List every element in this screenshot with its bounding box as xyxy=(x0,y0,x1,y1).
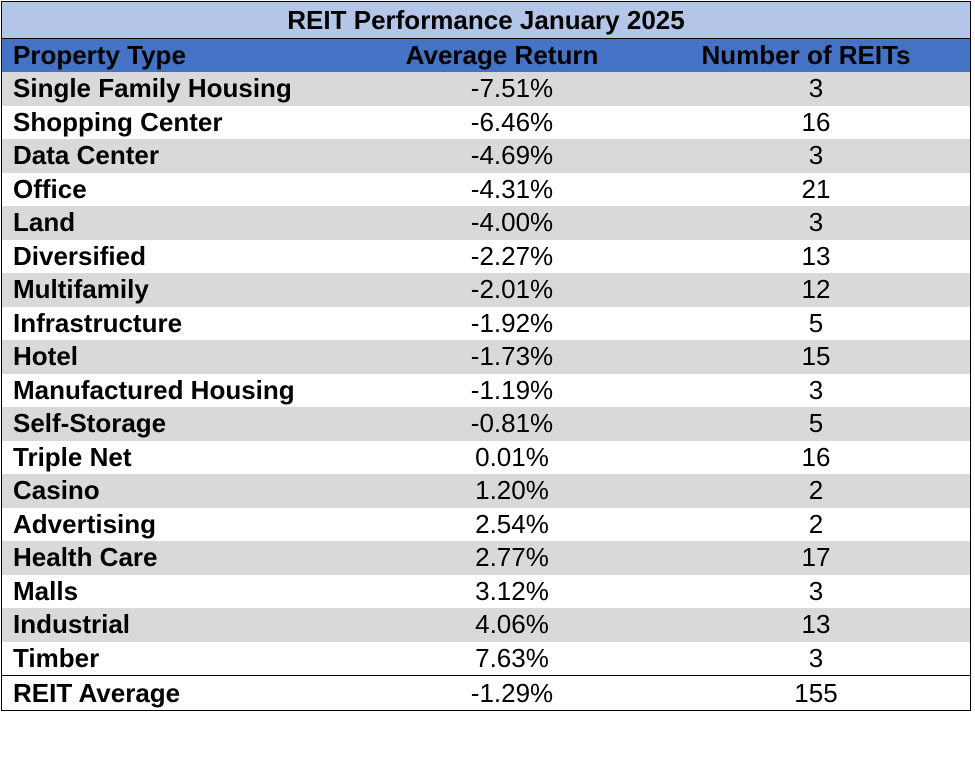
table-row: Health Care 2.77% 17 xyxy=(2,541,970,575)
number-of-reits-cell: 13 xyxy=(801,609,831,640)
property-type-cell: Industrial xyxy=(13,609,131,640)
table-row: Casino 1.20% 2 xyxy=(2,474,970,508)
property-type-cell: Health Care xyxy=(13,542,158,573)
property-type-cell: Malls xyxy=(13,575,79,606)
table-row: Land -4.00% 3 xyxy=(2,206,970,240)
property-type-cell: Advertising xyxy=(13,508,157,539)
header-row: Property Type Average Return Number of R… xyxy=(2,39,970,72)
property-type-cell: Timber xyxy=(13,642,100,673)
average-return-cell: 3.12% xyxy=(475,575,549,606)
table-row: Multifamily -2.01% 12 xyxy=(2,273,970,307)
table-body: Single Family Housing -7.51% 3 Shopping Cen… xyxy=(2,72,970,675)
table-row: Advertising 2.54% 2 xyxy=(2,508,970,542)
table-row: Office -4.31% 21 xyxy=(2,173,970,207)
table-row: Malls 3.12% 3 xyxy=(2,575,970,609)
total-average-return: -1.29% xyxy=(470,677,554,708)
number-of-reits-cell: 3 xyxy=(808,374,824,405)
property-type-cell: Casino xyxy=(13,475,100,506)
table-row: Single Family Housing -7.51% 3 xyxy=(2,72,970,106)
number-of-reits-cell: 3 xyxy=(808,140,824,171)
number-of-reits-cell: 2 xyxy=(808,475,824,506)
property-type-cell: Diversified xyxy=(13,240,146,271)
number-of-reits-cell: 13 xyxy=(801,240,831,271)
number-of-reits-cell: 5 xyxy=(808,408,824,439)
property-type-cell: Shopping Center xyxy=(13,106,223,137)
table-row: Infrastructure -1.92% 5 xyxy=(2,307,970,341)
number-of-reits-cell: 3 xyxy=(808,73,824,104)
table-row: Hotel -1.73% 15 xyxy=(2,340,970,374)
property-type-cell: Infrastructure xyxy=(13,307,183,338)
table-row: Data Center -4.69% 3 xyxy=(2,139,970,173)
table-row: Manufactured Housing -1.19% 3 xyxy=(2,374,970,408)
average-return-cell: 0.01% xyxy=(475,441,549,472)
header-average-return: Average Return xyxy=(405,40,599,70)
property-type-cell: Data Center xyxy=(13,140,159,171)
table-row: Triple Net 0.01% 16 xyxy=(2,441,970,475)
average-return-cell: -1.73% xyxy=(470,341,554,372)
average-return-cell: 1.20% xyxy=(475,475,549,506)
average-return-cell: -2.27% xyxy=(470,240,554,271)
average-return-cell: 2.77% xyxy=(475,542,549,573)
total-row: REIT Average -1.29% 155 xyxy=(2,675,970,710)
table-row: Industrial 4.06% 13 xyxy=(2,608,970,642)
table-title: REIT Performance January 2025 xyxy=(2,2,970,39)
average-return-cell: -2.01% xyxy=(470,274,554,305)
table-row: Shopping Center -6.46% 16 xyxy=(2,106,970,140)
total-label: REIT Average xyxy=(13,677,181,708)
number-of-reits-cell: 16 xyxy=(801,441,831,472)
table-row: Self-Storage -0.81% 5 xyxy=(2,407,970,441)
average-return-cell: -4.00% xyxy=(470,207,554,238)
number-of-reits-cell: 12 xyxy=(801,274,831,305)
average-return-cell: -1.19% xyxy=(470,374,554,405)
average-return-cell: -7.51% xyxy=(470,73,554,104)
property-type-cell: Manufactured Housing xyxy=(13,374,295,405)
average-return-cell: -1.92% xyxy=(470,307,554,338)
property-type-cell: Hotel xyxy=(13,341,78,372)
property-type-cell: Multifamily xyxy=(13,274,149,305)
number-of-reits-cell: 3 xyxy=(808,575,824,606)
property-type-cell: Single Family Housing xyxy=(13,73,292,104)
average-return-cell: -4.69% xyxy=(470,140,554,171)
number-of-reits-cell: 21 xyxy=(801,173,831,204)
average-return-cell: 4.06% xyxy=(475,609,549,640)
number-of-reits-cell: 16 xyxy=(801,106,831,137)
average-return-cell: 2.54% xyxy=(475,508,549,539)
number-of-reits-cell: 17 xyxy=(801,542,831,573)
header-property-type: Property Type xyxy=(13,40,186,70)
number-of-reits-cell: 2 xyxy=(808,508,824,539)
average-return-cell: -0.81% xyxy=(470,408,554,439)
average-return-cell: -4.31% xyxy=(470,173,554,204)
number-of-reits-cell: 3 xyxy=(808,642,824,673)
number-of-reits-cell: 3 xyxy=(808,207,824,238)
number-of-reits-cell: 15 xyxy=(801,341,831,372)
total-number-of-reits: 155 xyxy=(794,677,838,708)
average-return-cell: -6.46% xyxy=(470,106,554,137)
property-type-cell: Self-Storage xyxy=(13,408,167,439)
number-of-reits-cell: 5 xyxy=(808,307,824,338)
table-row: Timber 7.63% 3 xyxy=(2,642,970,676)
average-return-cell: 7.63% xyxy=(475,642,549,673)
property-type-cell: Triple Net xyxy=(13,441,132,472)
reit-performance-table: REIT Performance January 2025 Property T… xyxy=(1,1,971,711)
property-type-cell: Office xyxy=(13,173,87,204)
table-row: Diversified -2.27% 13 xyxy=(2,240,970,274)
property-type-cell: Land xyxy=(13,207,76,238)
header-number-of-reits: Number of REITs xyxy=(701,40,911,70)
